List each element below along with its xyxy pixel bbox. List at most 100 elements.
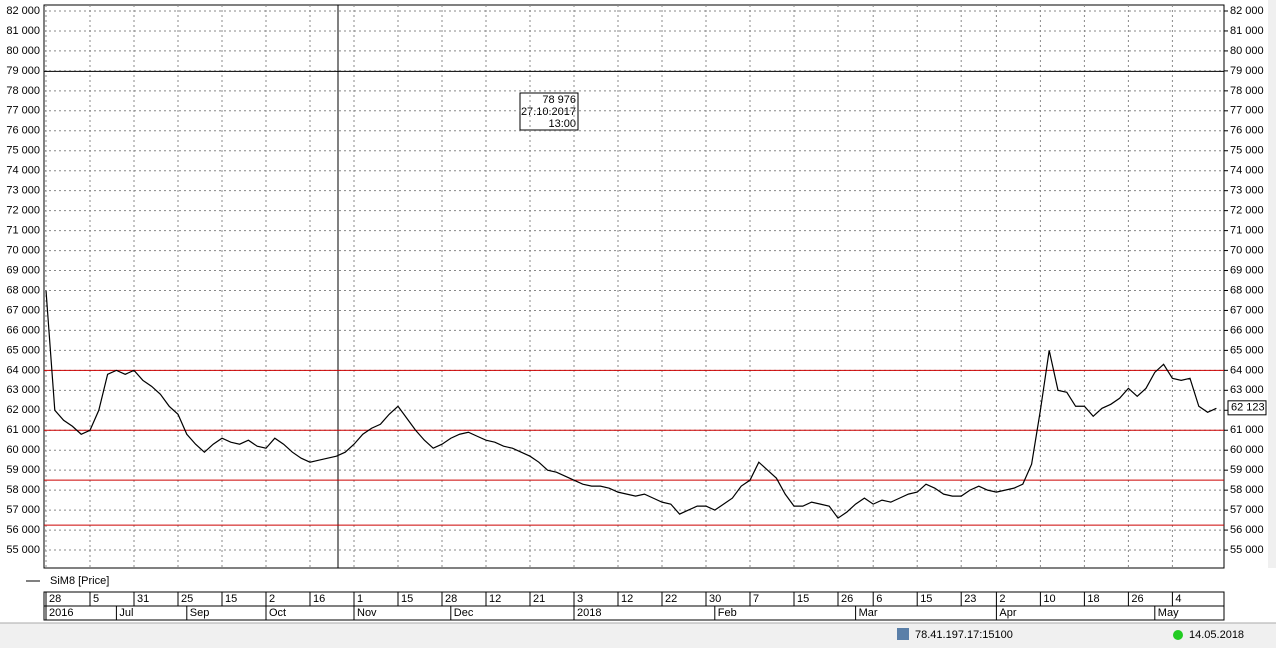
x-tick-label: 15 [920,593,932,605]
y-tick-label-right: 79 000 [1230,65,1264,77]
x-tick-label: 18 [1087,593,1099,605]
y-tick-label-right: 70 000 [1230,244,1264,256]
x-tick-label: 2 [999,593,1005,605]
x-group-label: Sep [190,607,210,619]
x-tick-label: 23 [964,593,976,605]
y-tick-label-left: 82 000 [6,5,40,17]
y-tick-label-left: 76 000 [6,125,40,137]
x-group-label: May [1158,607,1179,619]
x-tick-label: 15 [225,593,237,605]
y-tick-label-right: 64 000 [1230,364,1264,376]
x-tick-label: 6 [876,593,882,605]
x-tick-label: 12 [621,593,633,605]
y-tick-label-left: 75 000 [6,145,40,157]
x-tick-label: 16 [313,593,325,605]
y-tick-label-right: 72 000 [1230,205,1264,217]
y-tick-label-left: 80 000 [6,45,40,57]
plot-frame [43,4,1225,569]
x-group-label: Feb [718,607,737,619]
last-price-box [1227,400,1267,416]
y-tick-label-left: 70 000 [6,244,40,256]
x-tick-label: 26 [841,593,853,605]
scrollbar[interactable] [1268,0,1276,568]
y-tick-label-right: 68 000 [1230,284,1264,296]
y-tick-label-left: 61 000 [6,424,40,436]
x-tick-label: 28 [445,593,457,605]
x-tick-label: 7 [753,593,759,605]
x-tick-label: 5 [93,593,99,605]
y-tick-label-right: 82 000 [1230,5,1264,17]
tooltip-time: 13:00 [548,118,576,130]
x-tick-label: 25 [181,593,193,605]
y-tick-label-right: 81 000 [1230,25,1264,37]
x-tick-label: 15 [401,593,413,605]
x-tick-label: 10 [1043,593,1055,605]
y-tick-label-right: 61 000 [1230,424,1264,436]
y-tick-label-left: 57 000 [6,504,40,516]
y-tick-label-left: 72 000 [6,205,40,217]
status-bar [0,623,1276,648]
y-tick-label-right: 76 000 [1230,125,1264,137]
x-tick-label: 1 [357,593,363,605]
y-tick-label-right: 59 000 [1230,464,1264,476]
legend-label: SiM8 [Price] [50,575,109,587]
y-tick-label-right: 75 000 [1230,145,1264,157]
x-tick-label: 4 [1175,593,1181,605]
x-tick-label: 21 [533,593,545,605]
x-tick-label: 15 [797,593,809,605]
y-tick-label-left: 55 000 [6,544,40,556]
x-group-label: Jul [119,607,133,619]
x-group-label: 2018 [577,607,601,619]
y-tick-label-left: 79 000 [6,65,40,77]
x-group-label: Dec [454,607,474,619]
y-tick-label-right: 78 000 [1230,85,1264,97]
network-icon [897,628,909,640]
y-tick-label-right: 65 000 [1230,344,1264,356]
status-date: 14.05.2018 [1189,629,1244,641]
y-tick-label-right: 80 000 [1230,45,1264,57]
y-tick-label-right: 77 000 [1230,105,1264,117]
y-tick-label-right: 74 000 [1230,165,1264,177]
y-tick-label-right: 56 000 [1230,524,1264,536]
y-tick-label-right: 67 000 [1230,304,1264,316]
y-tick-label-right: 58 000 [1230,484,1264,496]
price-line [45,290,1217,519]
last-price-label: 62 123 [1231,402,1265,414]
y-tick-label-left: 56 000 [6,524,40,536]
y-tick-label-left: 71 000 [6,225,40,237]
y-tick-label-right: 66 000 [1230,324,1264,336]
x-group-label: Mar [859,607,878,619]
tooltip-date: 27.10.2017 [521,106,576,118]
y-tick-label-right: 71 000 [1230,225,1264,237]
y-tick-label-right: 69 000 [1230,264,1264,276]
y-tick-label-left: 65 000 [6,344,40,356]
y-tick-label-left: 73 000 [6,185,40,197]
x-group-label: 2016 [49,607,73,619]
status-server: 78.41.197.17:15100 [915,629,1013,641]
x-tick-label: 30 [709,593,721,605]
x-tick-label: 12 [489,593,501,605]
x-tick-label: 22 [665,593,677,605]
x-tick-label: 31 [137,593,149,605]
x-tick-label: 26 [1131,593,1143,605]
y-tick-label-left: 66 000 [6,324,40,336]
y-tick-label-left: 81 000 [6,25,40,37]
connection-indicator [1173,630,1183,640]
x-group-label: Nov [357,607,377,619]
y-tick-label-left: 59 000 [6,464,40,476]
y-tick-label-left: 62 000 [6,404,40,416]
y-tick-label-right: 55 000 [1230,544,1264,556]
y-tick-label-left: 68 000 [6,284,40,296]
y-tick-label-left: 64 000 [6,364,40,376]
y-tick-label-left: 69 000 [6,264,40,276]
x-tick-label: 2 [269,593,275,605]
y-tick-label-left: 77 000 [6,105,40,117]
y-tick-label-right: 57 000 [1230,504,1264,516]
y-tick-label-left: 60 000 [6,444,40,456]
x-tick-label: 3 [577,593,583,605]
y-tick-label-left: 78 000 [6,85,40,97]
y-tick-label-left: 67 000 [6,304,40,316]
